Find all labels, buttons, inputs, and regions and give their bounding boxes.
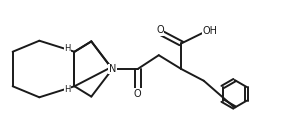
Text: OH: OH	[203, 26, 218, 36]
Text: N: N	[109, 64, 116, 74]
Text: H: H	[64, 44, 71, 53]
Text: O: O	[156, 25, 164, 35]
Text: O: O	[134, 89, 142, 99]
Text: H: H	[64, 85, 71, 94]
